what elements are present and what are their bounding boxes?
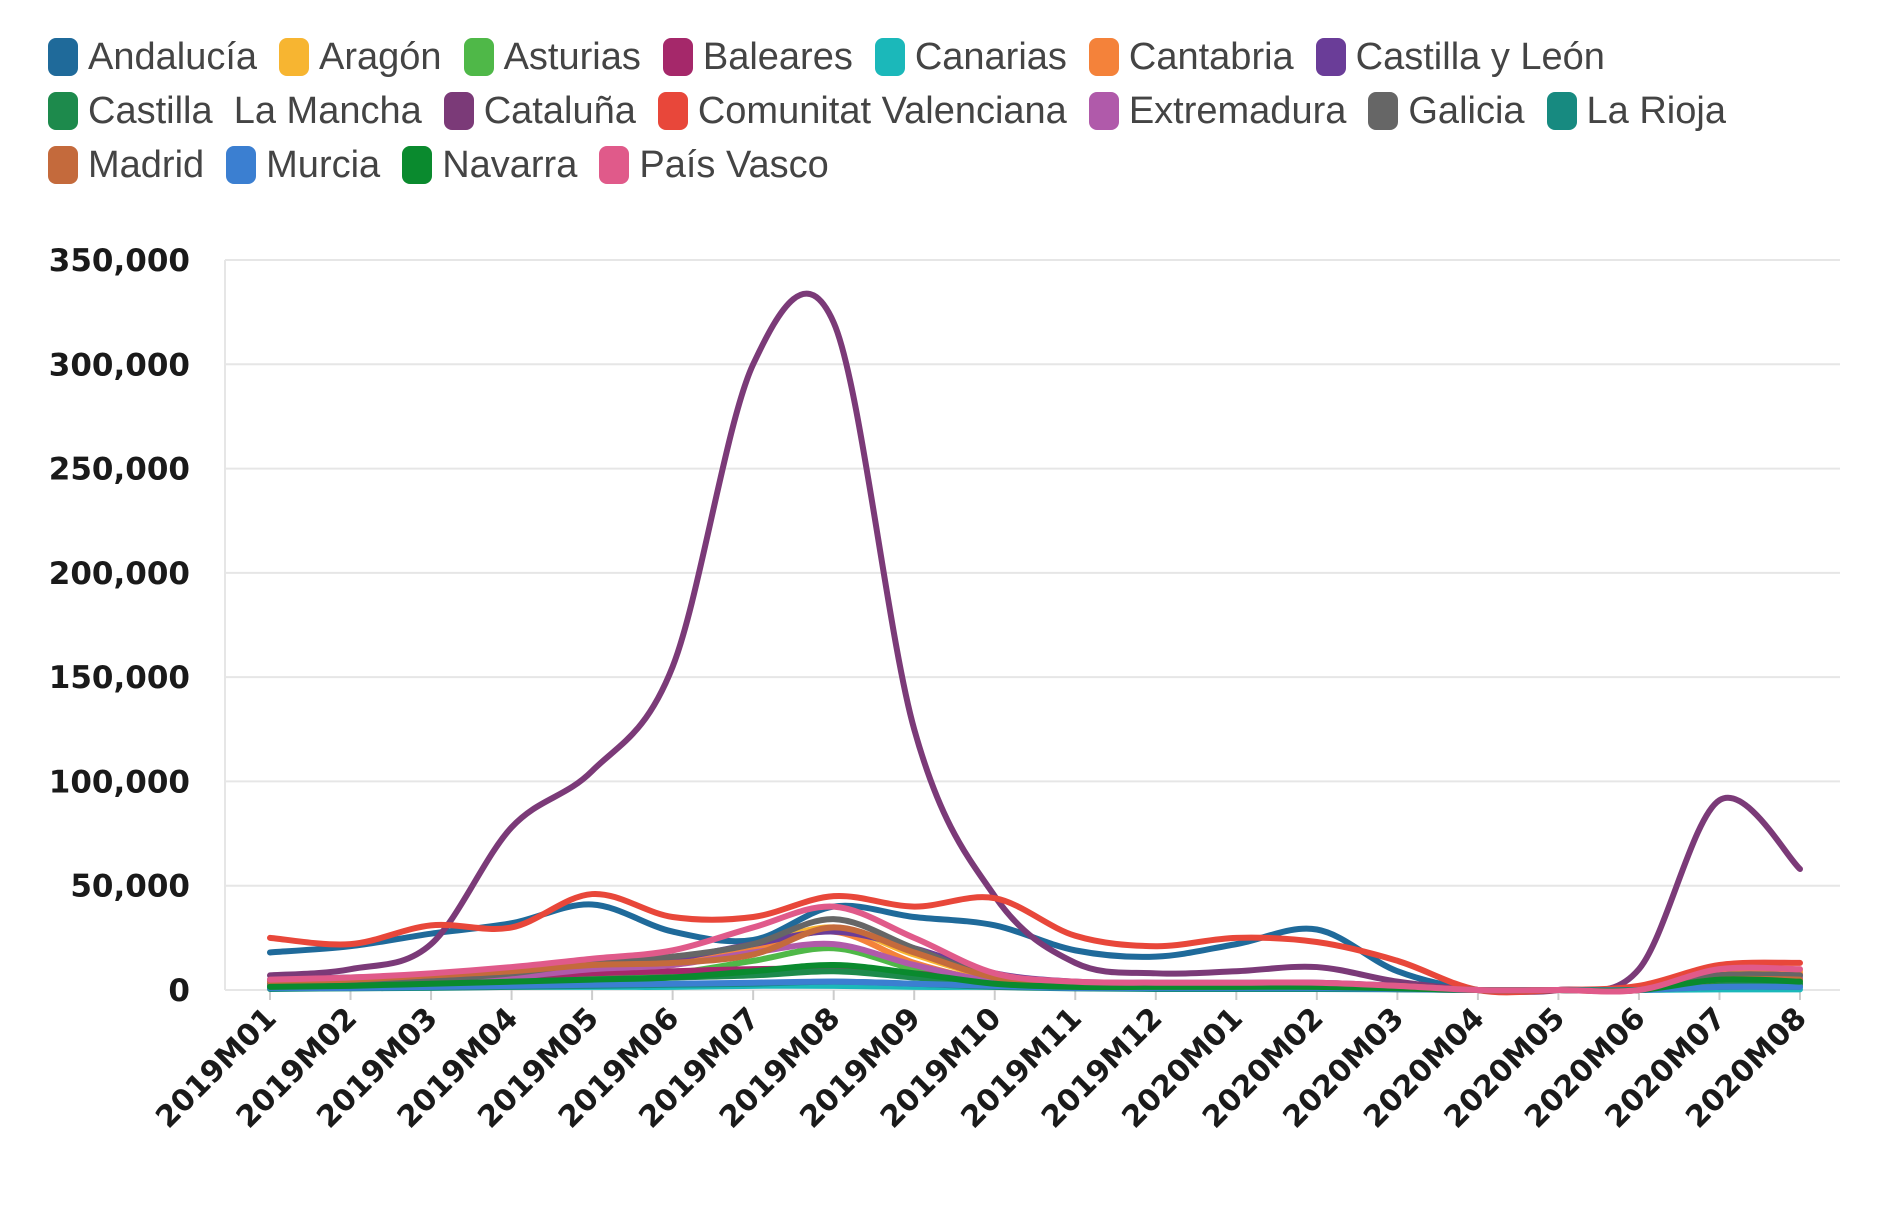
legend-item[interactable]: Asturias (463, 35, 641, 79)
legend-item[interactable]: Murcia (226, 144, 380, 187)
legend-item[interactable]: Baleares (662, 35, 853, 79)
legend-label: Navarra (442, 143, 578, 186)
legend-label: País Vasco (639, 143, 829, 186)
legend-item[interactable]: País Vasco (599, 143, 829, 187)
legend-row: Andalucía Aragón Asturias Baleares Canar… (48, 30, 1868, 84)
legend-swatch (443, 92, 474, 130)
legend-label: Extremadura (1128, 89, 1347, 132)
legend-item[interactable]: Aragón (279, 36, 442, 79)
legend-swatch (402, 146, 433, 184)
legend-item[interactable]: Cataluña (443, 89, 636, 133)
legend-item[interactable]: Castilla La Mancha (48, 90, 422, 133)
legend-item[interactable]: Canarias (874, 35, 1067, 79)
legend-item[interactable]: Navarra (402, 144, 577, 187)
series-line-cataluña[interactable] (267, 290, 1803, 995)
grid-lines (225, 259, 1840, 991)
legend-label: Galicia (1408, 89, 1525, 132)
y-tick-label: 250,000 (49, 452, 190, 488)
legend-label: Cantabria (1128, 35, 1294, 78)
legend-item[interactable]: Comunitat Valenciana (657, 89, 1067, 133)
legend-swatch (1368, 92, 1399, 130)
legend-label: Murcia (266, 143, 381, 186)
legend-label: Asturias (503, 35, 641, 78)
legend-swatch (1315, 38, 1346, 76)
y-tick-label: 100,000 (49, 764, 190, 800)
y-tick-label: 300,000 (49, 347, 190, 383)
y-tick-label: 150,000 (49, 660, 190, 696)
legend-label: Castilla y León (1355, 35, 1605, 78)
y-tick-label: 0 (168, 973, 190, 1009)
legend-swatch (226, 146, 257, 184)
chart-legend: Andalucía Aragón Asturias Baleares Canar… (48, 30, 1868, 192)
series-line-país-vasco[interactable] (267, 903, 1803, 995)
y-tick-label: 350,000 (49, 243, 190, 279)
legend-item[interactable]: Extremadura (1088, 89, 1347, 133)
legend-label: Baleares (702, 35, 853, 78)
legend-item[interactable]: La Rioja (1546, 89, 1726, 133)
legend-label: La Rioja (1586, 89, 1726, 132)
legend-item[interactable]: Castilla y León (1315, 35, 1605, 79)
legend-swatch (48, 92, 78, 130)
legend-swatch (279, 38, 310, 76)
legend-swatch (48, 38, 78, 76)
x-axis: 2019M012019M022019M032019M042019M052019M… (149, 990, 1814, 1135)
legend-label: Cataluña (483, 89, 636, 132)
legend-swatch (463, 38, 494, 76)
legend-swatch (657, 92, 688, 130)
legend-item[interactable]: Cantabria (1088, 35, 1294, 79)
series-lines (267, 290, 1803, 996)
legend-swatch (874, 38, 905, 76)
legend-item[interactable]: Galicia (1368, 89, 1525, 133)
legend-row: Castilla La Mancha Cataluña Comunitat Va… (48, 84, 1868, 138)
y-tick-label: 50,000 (70, 869, 190, 905)
legend-item[interactable]: Madrid (48, 144, 204, 187)
legend-label: Andalucía (88, 35, 258, 78)
legend-label: Madrid (88, 143, 205, 186)
legend-swatch (662, 38, 693, 76)
legend-label: Comunitat Valenciana (697, 89, 1067, 132)
legend-item[interactable]: Andalucía (48, 36, 257, 79)
legend-label: Canarias (914, 35, 1067, 78)
y-axis: 0 50,000 100,000 150,000 200,000 250,000 300,0… (49, 243, 226, 1009)
legend-swatch (599, 146, 630, 184)
legend-swatch (1546, 92, 1577, 130)
legend-swatch (1088, 38, 1119, 76)
legend-label: Castilla La Mancha (88, 89, 422, 132)
y-tick-label: 200,000 (49, 556, 190, 592)
legend-row: Madrid Murcia Navarra País Vasco (48, 138, 1868, 192)
legend-label: Aragón (319, 35, 442, 78)
legend-swatch (48, 146, 78, 184)
legend-swatch (1088, 92, 1119, 130)
